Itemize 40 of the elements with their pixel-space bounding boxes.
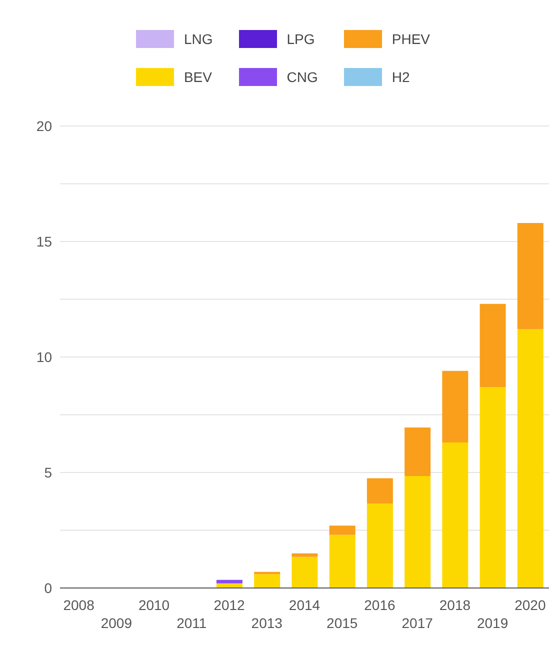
bar — [329, 526, 356, 535]
bar — [404, 476, 431, 588]
x-tick-label: 2012 — [214, 597, 246, 613]
bar — [442, 442, 468, 588]
legend-label: LPG — [286, 31, 315, 47]
x-tick-label: 2013 — [251, 615, 283, 631]
y-tick-label: 10 — [36, 348, 52, 365]
y-tick-label: 20 — [36, 118, 52, 134]
legend-label: H2 — [392, 69, 410, 85]
x-tick-label: 2016 — [364, 597, 396, 613]
bar — [480, 387, 506, 588]
bar — [329, 534, 356, 588]
bar — [254, 574, 280, 588]
x-tick-label: 2018 — [439, 597, 471, 613]
y-tick-label: 15 — [36, 233, 52, 250]
x-tick-label: 2015 — [326, 615, 358, 631]
x-tick-label: 2019 — [477, 615, 508, 631]
bar — [292, 553, 318, 557]
bar — [480, 304, 506, 388]
x-tick-label: 2011 — [176, 615, 207, 631]
legend-label: LNG — [184, 31, 213, 47]
bar — [366, 504, 393, 588]
bar — [292, 556, 318, 588]
x-tick-label: 2009 — [100, 615, 132, 631]
x-tick-label: 2008 — [63, 597, 95, 613]
bar — [442, 370, 468, 442]
legend-label: BEV — [184, 69, 212, 85]
legend-label: CNG — [286, 69, 318, 85]
x-tick-label: 2014 — [288, 597, 320, 613]
bar — [366, 478, 393, 504]
x-tick-label: 2017 — [402, 615, 434, 631]
y-tick-label: 0 — [44, 580, 52, 596]
bar — [216, 580, 242, 584]
bar — [517, 223, 544, 330]
legend-label: PHEV — [392, 31, 430, 47]
bar — [517, 329, 544, 588]
y-tick-label: 5 — [44, 464, 52, 480]
bar — [404, 427, 431, 476]
x-tick-label: 2010 — [138, 597, 170, 613]
x-tick-label: 2020 — [514, 597, 546, 613]
